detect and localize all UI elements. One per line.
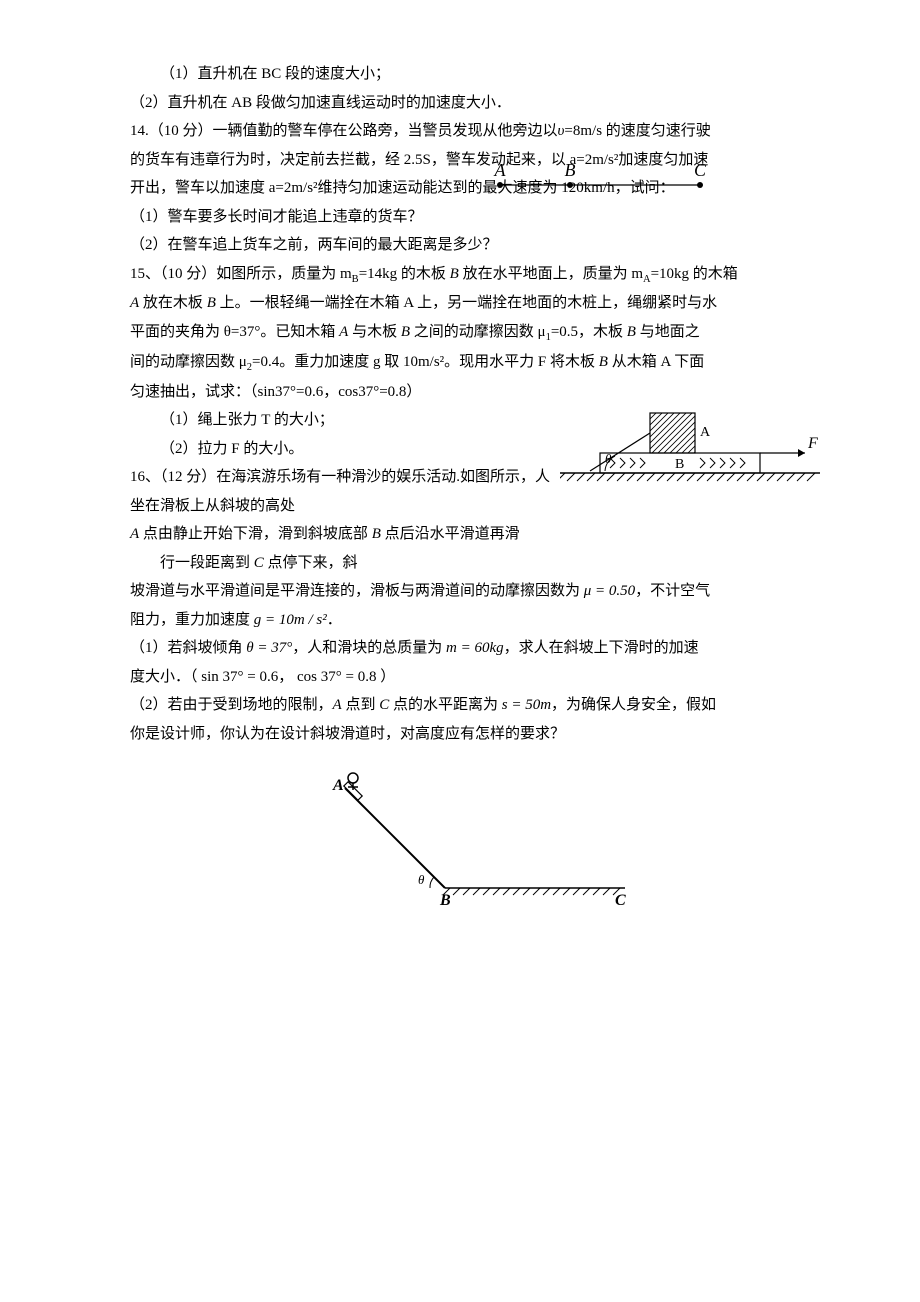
q14-line2: 的货车有违章行为时，决定前去拦截，经 2.5S，警车发动起来，以 a=2m/s²… — [130, 146, 820, 175]
q16-sub1-l1: （1）若斜坡倾角 θ = 37°，人和滑块的总质量为 m = 60kg，求人在斜… — [130, 634, 820, 663]
diagram-box-pulling: B A θ F — [560, 401, 820, 491]
q13-sub1: （1）直升机在 BC 段的速度大小； — [130, 60, 820, 89]
label-theta-box: θ — [605, 451, 612, 466]
q16-line4: 坡滑道与水平滑道间是平滑连接的，滑板与两滑道间的动摩擦因数为 μ = 0.50，… — [130, 577, 820, 606]
q15-line4: 间的动摩擦因数 μ2=0.4。重力加速度 g 取 10m/s²。现用水平力 F … — [130, 348, 820, 378]
label-box-a: A — [700, 425, 711, 440]
label-slope-theta: θ — [418, 872, 425, 887]
q16-line2: A 点由静止开始下滑，滑到斜坡底部 B 点后沿水平滑道再滑 — [130, 520, 820, 549]
q13-sub2: （2）直升机在 AB 段做匀加速直线运动时的加速度大小． — [130, 89, 820, 118]
q16-sub2-l2: 你是设计师，你认为在设计斜坡滑道时，对高度应有怎样的要求？ — [130, 720, 820, 749]
diagram-abc-line: A B C — [490, 160, 710, 200]
label-force-f: F — [807, 435, 818, 452]
q16-sub1-l2: 度大小．（ sin 37° = 0.6， cos 37° = 0.8 ） — [130, 663, 820, 692]
q15-line3: 平面的夹角为 θ=37°。已知木箱 A 与木板 B 之间的动摩擦因数 μ1=0.… — [130, 318, 820, 348]
q15-line2: A 放在木板 B 上。一根轻绳一端拴在木箱 A 上，另一端拴在地面的木桩上，绳绷… — [130, 289, 820, 318]
q14-line1: 14.（10 分）一辆值勤的警车停在公路旁，当警员发现从他旁边以υ=8m/s 的… — [130, 117, 820, 146]
q16-line5: 阻力，重力加速度 g = 10m / s²． — [130, 606, 820, 635]
q15-line1: 15、（10 分）如图所示，质量为 mB=14kg 的木板 B 放在水平地面上，… — [130, 260, 820, 290]
label-a: A — [494, 160, 507, 180]
label-b: B — [565, 160, 576, 180]
label-c: C — [694, 160, 707, 180]
label-slope-b: B — [439, 892, 451, 909]
q16-sub2-l1: （2）若由于受到场地的限制，A 点到 C 点的水平距离为 s = 50m，为确保… — [130, 691, 820, 720]
q16-line3: 行一段距离到 C 点停下来，斜 — [130, 549, 820, 578]
label-board-b: B — [675, 457, 684, 472]
document-body: A B C （1）直升机在 BC 段的速度大小； （2）直升机在 AB 段做匀加… — [130, 60, 820, 918]
q14-sub1: （1）警车要多长时间才能追上违章的货车？ — [130, 203, 820, 232]
label-slope-c: C — [615, 892, 626, 909]
diagram-slope: θ A B C — [315, 768, 635, 918]
q14-line3: 开出，警车以加速度 a=2m/s²维持匀加速运动能达到的最大速度为 120km/… — [130, 174, 820, 203]
q14-sub2: （2）在警车追上货车之前，两车间的最大距离是多少？ — [130, 231, 820, 260]
label-slope-a: A — [332, 777, 344, 794]
